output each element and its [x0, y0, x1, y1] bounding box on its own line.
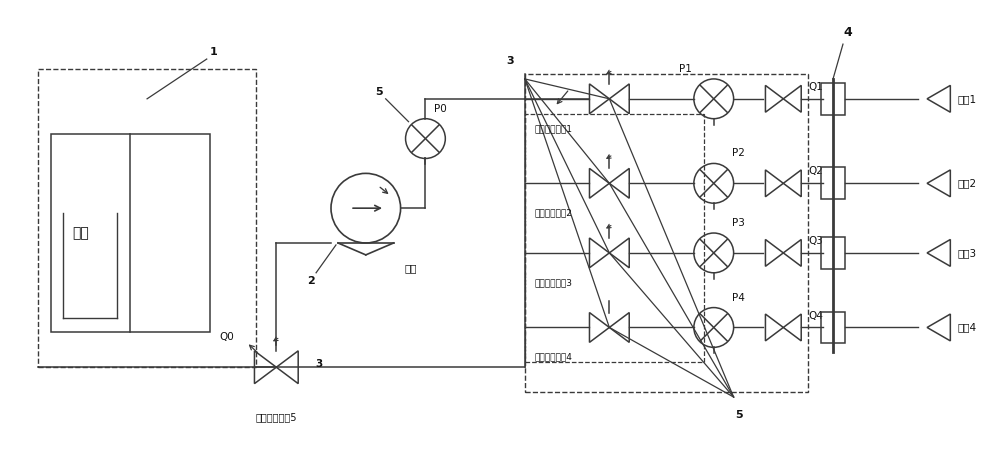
Text: 电子比例球阀1: 电子比例球阀1: [535, 124, 573, 133]
Text: 电子比例球阀3: 电子比例球阀3: [535, 278, 573, 287]
Text: 水泵: 水泵: [404, 263, 417, 273]
Bar: [51, 133, 210, 333]
Text: 喹器1: 喹器1: [957, 94, 976, 104]
Text: 5: 5: [735, 410, 742, 420]
Text: Q1: Q1: [808, 82, 823, 92]
Text: 电子比例球阀4: 电子比例球阀4: [535, 353, 573, 362]
Bar: [821, 237, 845, 269]
Text: 3: 3: [315, 359, 323, 369]
Text: Q0: Q0: [219, 333, 234, 342]
Text: 水箱: 水箱: [72, 226, 89, 240]
Text: 喹器4: 喹器4: [957, 323, 976, 333]
Bar: [821, 83, 845, 115]
Bar: [821, 167, 845, 199]
Text: 2: 2: [307, 276, 315, 286]
Text: Q3: Q3: [808, 236, 823, 246]
Text: P3: P3: [732, 218, 745, 228]
Text: 3: 3: [506, 56, 514, 66]
Text: Q4: Q4: [808, 311, 823, 321]
Text: 1: 1: [210, 47, 218, 57]
Text: 喹器2: 喹器2: [957, 178, 976, 188]
Text: P1: P1: [679, 64, 692, 74]
Text: Q2: Q2: [808, 166, 823, 176]
Text: 5: 5: [375, 87, 383, 97]
Text: 电子比例球阀5: 电子比例球阀5: [256, 412, 297, 422]
Text: P4: P4: [732, 293, 745, 303]
Text: P0: P0: [434, 104, 447, 114]
Text: P2: P2: [732, 149, 745, 158]
Text: 电子比例球阀2: 电子比例球阀2: [535, 209, 573, 218]
Text: 4: 4: [844, 26, 852, 39]
Text: 喹器3: 喹器3: [957, 248, 976, 258]
Bar: [821, 312, 845, 343]
